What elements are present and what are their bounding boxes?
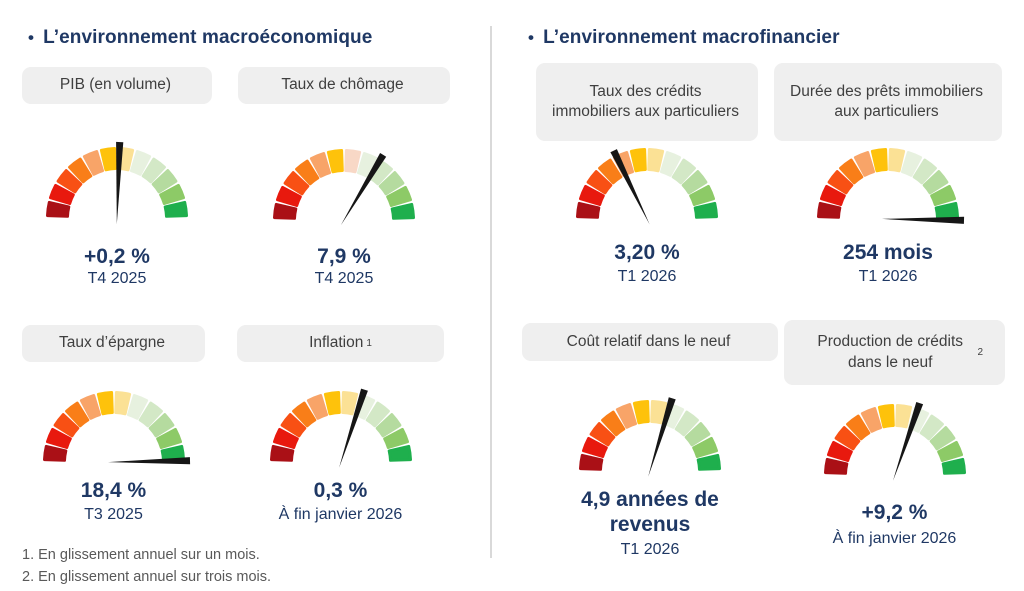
indicator-label-text: Production de crédits dans le neuf [817, 333, 964, 371]
footnote-ref: 1 [366, 337, 372, 349]
gauge-period: T4 2025 [314, 270, 374, 287]
gauge-segments [269, 391, 412, 462]
indicator-card: Durée des prêts immobiliers aux particul… [774, 63, 1002, 313]
indicator-card: Coût relatif dans le neuf 4,9 années de r… [522, 323, 778, 575]
gauge-period: T1 2026 [617, 268, 677, 285]
gauge-needle [116, 141, 124, 224]
gauge-dial [823, 402, 966, 481]
gauge-period: À fin janvier 2026 [278, 506, 403, 523]
gauge-period: T3 2025 [84, 506, 143, 523]
gauge-dial [269, 388, 412, 468]
indicator-label: Inflation 1 [237, 325, 444, 362]
gauge-value: +9,2 % [861, 501, 928, 524]
indicator-label: PIB (en volume) [22, 67, 212, 104]
indicator-card: Taux d’épargne 18,4 % T3 2025 [22, 325, 205, 565]
section-title-macrofinancier: • L’environnement macrofinancier [528, 27, 840, 49]
gauge-period: T1 2026 [858, 268, 918, 285]
indicator-label: Coût relatif dans le neuf [522, 323, 778, 361]
indicator-label: Taux des crédits immobiliers aux particu… [536, 63, 758, 141]
gauge-needle [892, 402, 923, 481]
gauge-dial [273, 149, 415, 226]
footnote-2: 2. En glissement annuel sur trois mois. [22, 569, 272, 585]
bullet-icon: • [28, 28, 35, 47]
indicator-card: Taux des crédits immobiliers aux particu… [536, 63, 758, 313]
indicator-label-text: Coût relatif dans le neuf [566, 332, 731, 350]
indicator-label-text: PIB (en volume) [59, 76, 172, 94]
gauge-needle [338, 388, 368, 468]
indicator-label: Production de crédits dans le neuf 2 [784, 320, 1005, 385]
section-title-text: L’environnement macroéconomique [43, 27, 373, 48]
gauge-segments [576, 148, 718, 219]
indicator-card: Taux de chômage 7,9 % T4 2025 [238, 67, 450, 307]
gauge-needle [882, 216, 965, 224]
indicator-label: Taux d’épargne [22, 325, 205, 362]
gauge-value: 7,9 % [317, 245, 371, 268]
footnote-1: 1. En glissement annuel sur un mois. [22, 547, 260, 563]
gauge-value: 3,20 % [614, 241, 680, 264]
gauge-needle [340, 153, 387, 226]
gauge-needle [648, 397, 676, 477]
gauge-segments [579, 400, 721, 471]
indicator-label: Taux de chômage [238, 67, 450, 104]
indicator-label-text: Inflation [309, 334, 364, 352]
gauge-segments [42, 391, 185, 462]
gauge-segments [817, 148, 959, 219]
gauge-value: 18,4 % [80, 479, 147, 502]
gauge-period: À fin janvier 2026 [832, 530, 957, 547]
gauge-segments [823, 404, 966, 475]
indicator-label-text: Durée des prêts immobiliers aux particul… [790, 82, 983, 120]
footnotes: 1. En glissement annuel sur un mois. 2. … [22, 544, 271, 588]
gauge-dial [576, 148, 718, 225]
indicator-label-text: Taux d’épargne [59, 334, 165, 352]
gauge-dial [579, 397, 721, 477]
gauge-needle [107, 457, 190, 465]
indicator-card: Inflation 1 0,3 % À fin janvier 2026 [237, 325, 444, 565]
gauge-value: 0,3 % [313, 479, 368, 502]
gauge-period: T4 2025 [87, 270, 147, 287]
footnote-ref: 2 [977, 346, 983, 358]
gauge-dial [46, 141, 188, 224]
indicator-card: Production de crédits dans le neuf 2 +9,2 … [784, 320, 1005, 575]
gauge-segments [46, 147, 188, 218]
section-title-macroeconomique: • L’environnement macroéconomique [28, 27, 372, 49]
gauge-value: 4,9 années de revenus [581, 488, 719, 536]
gauge-period: T1 2026 [620, 541, 680, 558]
indicator-label: Durée des prêts immobiliers aux particul… [774, 63, 1002, 141]
indicator-card: PIB (en volume) +0,2 % T4 2025 [22, 67, 212, 307]
gauge-dial [817, 148, 965, 224]
bullet-icon: • [528, 28, 535, 47]
gauge-value: 254 mois [843, 241, 933, 264]
gauge-needle [610, 149, 650, 225]
indicator-label-text: Taux de chômage [281, 76, 404, 94]
gauge-segments [273, 149, 415, 220]
gauge-value: +0,2 % [84, 245, 150, 268]
section-title-text: L’environnement macrofinancier [543, 27, 840, 48]
indicator-label-text: Taux des crédits immobiliers aux particu… [552, 82, 739, 120]
column-divider [490, 26, 492, 558]
gauge-dial [42, 391, 190, 465]
